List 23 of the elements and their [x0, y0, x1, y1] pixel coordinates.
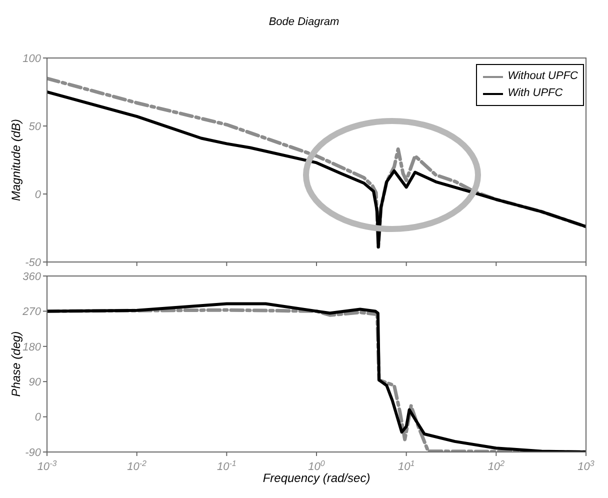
x-tick-label: 10$^{-3}$ — [37, 458, 58, 473]
y-tick-label: 50 — [28, 120, 42, 133]
x-tick-label: 10$^{-1}$ — [216, 458, 236, 473]
x-tick-label: 10$^{0}$ — [308, 458, 326, 473]
y-axis-title: Phase (deg) — [9, 331, 23, 397]
legend-label: With UPFC — [508, 86, 563, 101]
y-tick-label: 90 — [28, 376, 42, 389]
x-axis-title: Frequency (rad/sec) — [262, 471, 370, 485]
y-tick-label: 100 — [22, 52, 42, 65]
x-tick-label: 10$^{3}$ — [578, 458, 595, 473]
x-tick-label: 10$^{1}$ — [398, 458, 415, 473]
y-tick-label: -50 — [25, 256, 42, 269]
chart-title: Bode Diagram — [268, 16, 340, 28]
x-tick-label: 10$^{2}$ — [488, 458, 506, 473]
y-tick-label: 0 — [34, 188, 42, 201]
y-axis-title: Magnitude (dB) — [9, 118, 23, 202]
y-tick-label: 180 — [22, 341, 42, 354]
x-tick-label: 10$^{-2}$ — [127, 458, 148, 473]
y-tick-label: 360 — [22, 270, 42, 283]
y-tick-label: 270 — [22, 306, 42, 318]
y-tick-label: -90 — [25, 446, 42, 459]
legend-label: Without UPFC — [508, 69, 578, 84]
y-tick-label: 0 — [34, 412, 42, 424]
